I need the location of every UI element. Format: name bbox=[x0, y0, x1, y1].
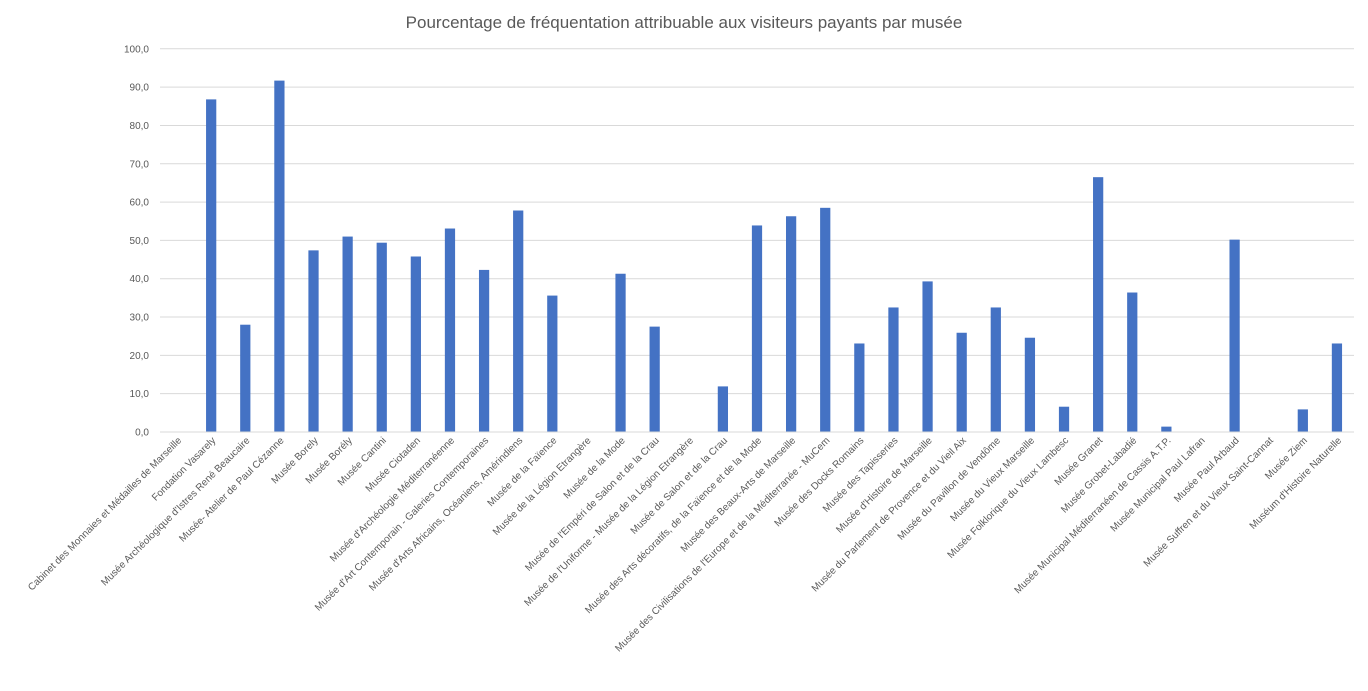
x-category-label: Musée de la Mode bbox=[562, 435, 628, 501]
x-category-label: Musée Folklorique du Vieux Lambesc bbox=[946, 435, 1072, 561]
y-tick-label: 70,0 bbox=[130, 159, 150, 170]
bar bbox=[410, 256, 421, 432]
bar bbox=[820, 207, 831, 432]
bar bbox=[547, 295, 558, 432]
bar bbox=[478, 269, 490, 432]
x-category-label: Musée Archéologique d'Istres René Beauca… bbox=[99, 435, 252, 588]
bar bbox=[513, 210, 524, 432]
bar bbox=[1161, 426, 1172, 432]
bar bbox=[922, 281, 933, 432]
y-tick-label: 40,0 bbox=[130, 274, 150, 285]
y-tick-label: 60,0 bbox=[130, 198, 150, 209]
bar bbox=[990, 307, 1001, 432]
bar bbox=[206, 99, 217, 433]
bar bbox=[1093, 177, 1104, 432]
y-tick-label: 20,0 bbox=[130, 351, 150, 362]
bar bbox=[649, 326, 660, 432]
bar bbox=[1024, 337, 1036, 432]
x-category-label: Musée d'Archéologie Méditerranéenne bbox=[328, 435, 457, 564]
bar bbox=[308, 250, 319, 432]
bar bbox=[785, 216, 797, 432]
bar bbox=[615, 273, 626, 432]
bar bbox=[444, 228, 456, 432]
x-category-label: Cabinet des Monnaies et Médailles de Mar… bbox=[26, 435, 184, 593]
y-tick-label: 90,0 bbox=[130, 83, 150, 94]
bar bbox=[1127, 292, 1138, 432]
x-category-label: Musée Municipal Méditerranéen de Cassis … bbox=[1013, 435, 1174, 596]
y-tick-label: 0,0 bbox=[135, 428, 149, 439]
bar bbox=[888, 307, 899, 432]
bar bbox=[1058, 406, 1070, 432]
bar bbox=[342, 236, 353, 432]
x-category-label: Fondation Vasarely bbox=[150, 435, 218, 503]
bar bbox=[1331, 343, 1343, 432]
bar bbox=[274, 80, 285, 433]
y-tick-label: 10,0 bbox=[130, 389, 150, 400]
x-category-label: Musée Paul Arbaud bbox=[1172, 435, 1241, 504]
chart-title: Pourcentage de fréquentation attribuable… bbox=[406, 13, 963, 32]
bar bbox=[956, 332, 967, 432]
bar bbox=[717, 386, 729, 432]
y-tick-label: 100,0 bbox=[124, 44, 149, 55]
bars bbox=[206, 80, 1343, 433]
bar bbox=[240, 324, 251, 432]
y-axis-tick-labels: 0,0 10,0 20,0 30,0 40,0 50,0 60,0 70,0 80,0 90,0 1… bbox=[124, 44, 149, 438]
bar bbox=[1229, 239, 1240, 432]
y-tick-label: 30,0 bbox=[130, 313, 150, 324]
bar bbox=[751, 225, 763, 432]
x-axis-category-labels: Cabinet des Monnaies et Médailles de Mar… bbox=[26, 435, 1344, 654]
y-tick-label: 80,0 bbox=[130, 121, 150, 132]
bar bbox=[1297, 409, 1308, 432]
x-category-label: Musée Suffren et du Vieux Saint-Cannat bbox=[1142, 435, 1276, 569]
bar bbox=[854, 343, 865, 432]
y-tick-label: 50,0 bbox=[130, 236, 150, 247]
bar bbox=[376, 242, 387, 432]
